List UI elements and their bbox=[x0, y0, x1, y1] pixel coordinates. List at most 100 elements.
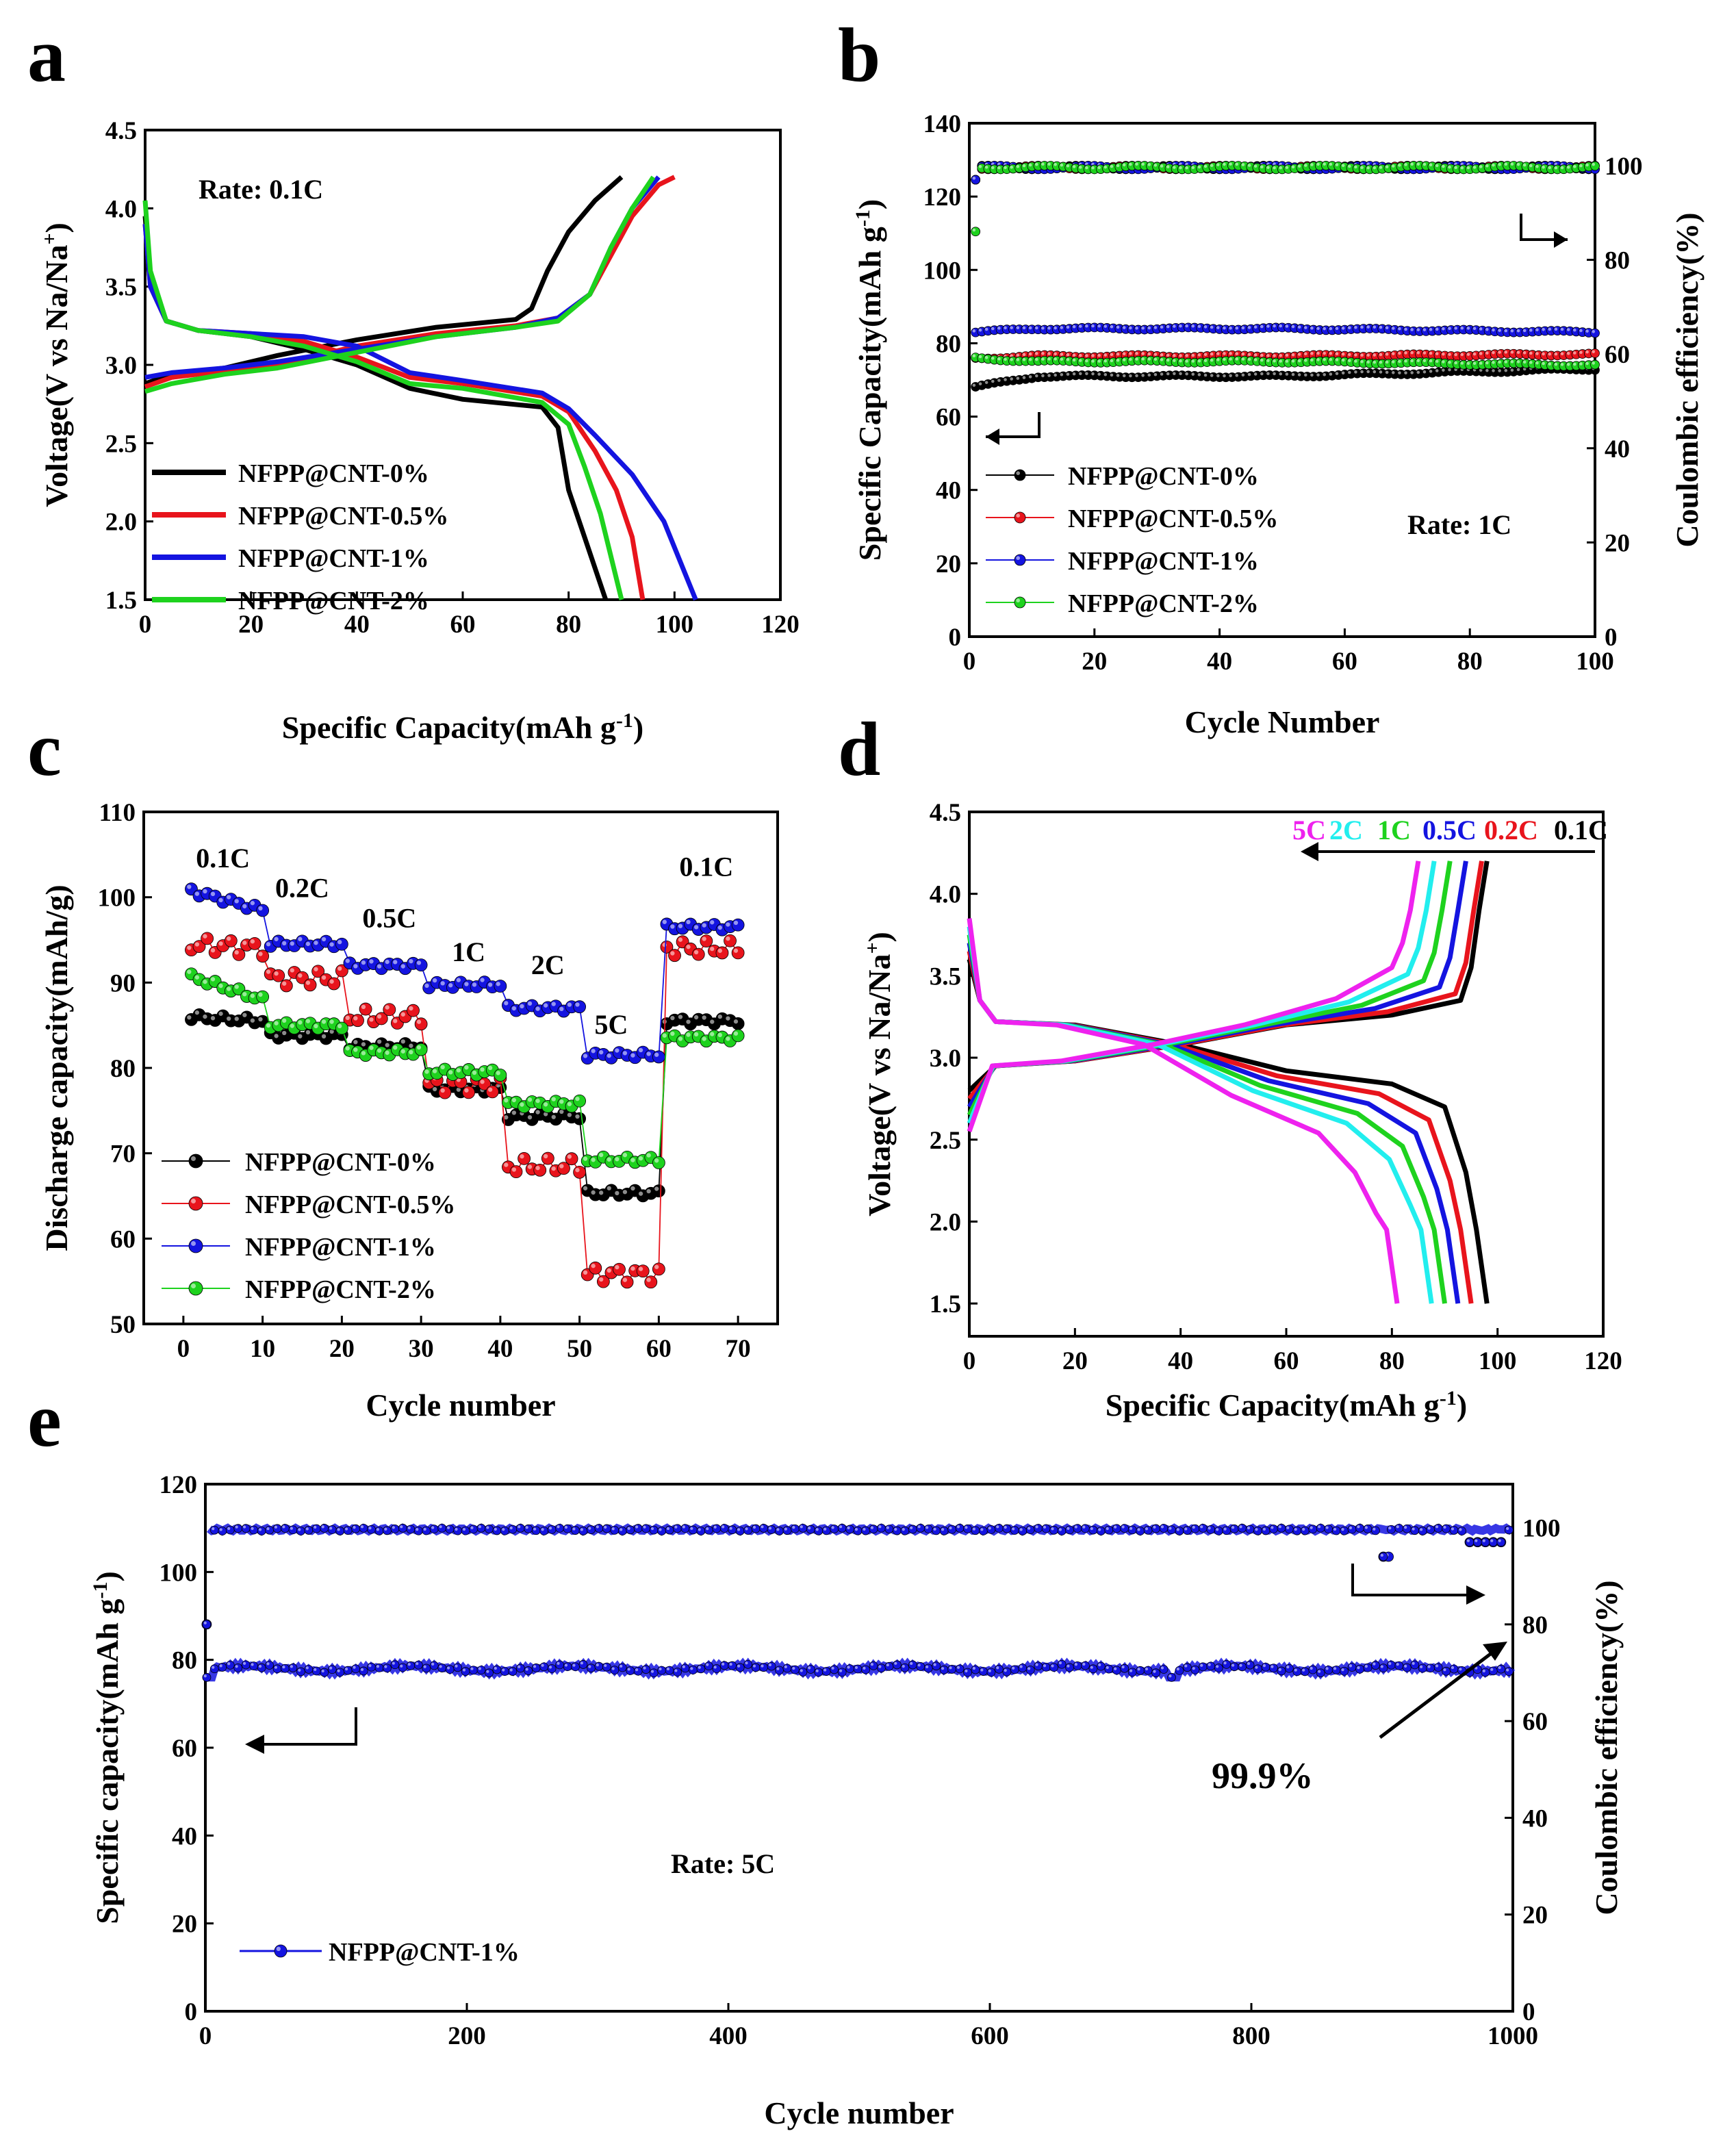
marker-highlight bbox=[1097, 353, 1101, 357]
marker-highlight bbox=[1260, 165, 1264, 169]
right-axis-arrow bbox=[1351, 1564, 1472, 1596]
efficiency-marker bbox=[265, 1525, 274, 1535]
marker-highlight bbox=[1179, 372, 1182, 376]
retention-arrowhead bbox=[1483, 1642, 1507, 1661]
marker-highlight bbox=[234, 984, 239, 989]
marker-highlight bbox=[733, 1019, 739, 1024]
capacity-marker bbox=[1183, 1663, 1192, 1672]
rate-marker bbox=[731, 1017, 745, 1030]
marker-highlight bbox=[1310, 163, 1314, 166]
legend-label: NFPP@CNT-1% bbox=[238, 544, 429, 573]
efficiency-marker bbox=[257, 1527, 266, 1535]
efficiency-marker bbox=[1253, 1526, 1262, 1535]
marker-highlight bbox=[1388, 1662, 1392, 1666]
marker-highlight bbox=[1173, 324, 1176, 328]
marker-highlight bbox=[1012, 1666, 1015, 1670]
marker-highlight bbox=[698, 1528, 701, 1531]
marker-highlight bbox=[1129, 1669, 1133, 1672]
efficiency-marker bbox=[759, 1524, 768, 1533]
rate-marker bbox=[438, 1086, 452, 1099]
marker-highlight bbox=[761, 1525, 764, 1529]
marker-highlight bbox=[1485, 327, 1489, 331]
marker-highlight bbox=[1429, 359, 1433, 363]
efficiency-marker bbox=[1457, 1527, 1466, 1535]
y-tick-label: 1.5 bbox=[105, 587, 137, 615]
capacity-marker bbox=[892, 1660, 902, 1670]
rate-marker bbox=[573, 1094, 587, 1108]
capacity-marker bbox=[539, 1662, 549, 1672]
marker-highlight bbox=[1379, 370, 1383, 374]
marker-highlight bbox=[1490, 1668, 1494, 1671]
marker-highlight bbox=[670, 1015, 675, 1021]
marker-highlight bbox=[611, 1667, 615, 1670]
rate-marker bbox=[256, 990, 270, 1004]
marker-highlight bbox=[1247, 326, 1251, 329]
marker-highlight bbox=[1435, 369, 1439, 372]
marker-highlight bbox=[638, 1266, 643, 1271]
marker-highlight bbox=[407, 1663, 411, 1666]
efficiency-marker bbox=[1018, 1527, 1027, 1535]
marker-highlight bbox=[385, 959, 390, 965]
marker-highlight bbox=[761, 1664, 764, 1668]
capacity-marker bbox=[311, 1666, 321, 1676]
marker-highlight bbox=[1266, 372, 1270, 376]
marker-highlight bbox=[702, 1036, 706, 1041]
capacity-marker bbox=[1127, 1668, 1137, 1677]
marker-highlight bbox=[1522, 360, 1527, 364]
marker-highlight bbox=[502, 1668, 505, 1672]
marker-highlight bbox=[1442, 327, 1445, 331]
marker-highlight bbox=[1135, 374, 1138, 378]
marker-highlight bbox=[654, 1264, 659, 1269]
marker-highlight bbox=[541, 1663, 544, 1667]
efficiency-marker bbox=[1410, 1526, 1420, 1535]
rate-marker bbox=[414, 958, 428, 972]
marker-highlight bbox=[1197, 324, 1201, 329]
marker-highlight bbox=[480, 1080, 485, 1084]
efficiency-marker bbox=[1159, 1524, 1169, 1533]
marker-highlight bbox=[446, 1666, 450, 1670]
capacity-marker bbox=[1386, 1660, 1396, 1670]
marker-highlight bbox=[1141, 374, 1145, 377]
marker-highlight bbox=[997, 357, 1001, 361]
marker-highlight bbox=[1460, 353, 1464, 357]
marker-highlight bbox=[1366, 166, 1370, 170]
marker-highlight bbox=[1460, 361, 1464, 365]
marker-highlight bbox=[527, 1001, 533, 1006]
marker-highlight bbox=[1294, 1527, 1297, 1531]
efficiency-marker bbox=[437, 1523, 447, 1533]
marker-highlight bbox=[1129, 162, 1132, 166]
capacity-marker bbox=[719, 1661, 729, 1670]
marker-highlight bbox=[407, 1526, 411, 1530]
marker-highlight bbox=[984, 381, 988, 384]
marker-highlight bbox=[535, 1166, 540, 1171]
efficiency-marker bbox=[539, 1526, 549, 1535]
capacity-marker bbox=[1426, 1663, 1435, 1673]
capacity-marker bbox=[485, 1668, 494, 1678]
marker-highlight bbox=[902, 1665, 905, 1668]
efficiency-marker bbox=[900, 1526, 910, 1535]
efficiency-marker bbox=[1261, 1526, 1271, 1535]
y-tick-label: 2.5 bbox=[930, 1127, 961, 1155]
marker-highlight bbox=[722, 1662, 725, 1666]
capacity-marker bbox=[704, 1661, 713, 1671]
marker-highlight bbox=[1380, 1665, 1383, 1668]
marker-highlight bbox=[1169, 1527, 1172, 1530]
marker-highlight bbox=[1410, 328, 1414, 331]
marker-highlight bbox=[1185, 359, 1188, 363]
marker-highlight bbox=[1091, 166, 1095, 170]
marker-highlight bbox=[535, 1006, 540, 1011]
marker-highlight bbox=[446, 1526, 450, 1529]
marker-highlight bbox=[620, 1664, 623, 1668]
capacity-marker bbox=[939, 1665, 949, 1674]
marker-highlight bbox=[615, 1264, 620, 1270]
y-tick-label: 20 bbox=[172, 1911, 197, 1939]
capacity-marker bbox=[233, 1663, 243, 1672]
marker-highlight bbox=[588, 1665, 591, 1668]
marker-highlight bbox=[1435, 164, 1439, 168]
marker-highlight bbox=[1398, 351, 1401, 355]
efficiency-marker bbox=[406, 1525, 416, 1534]
marker-highlight bbox=[1262, 1664, 1266, 1668]
efficiency-marker bbox=[281, 1524, 290, 1533]
marker-highlight bbox=[1054, 162, 1057, 166]
marker-highlight bbox=[1229, 352, 1232, 355]
